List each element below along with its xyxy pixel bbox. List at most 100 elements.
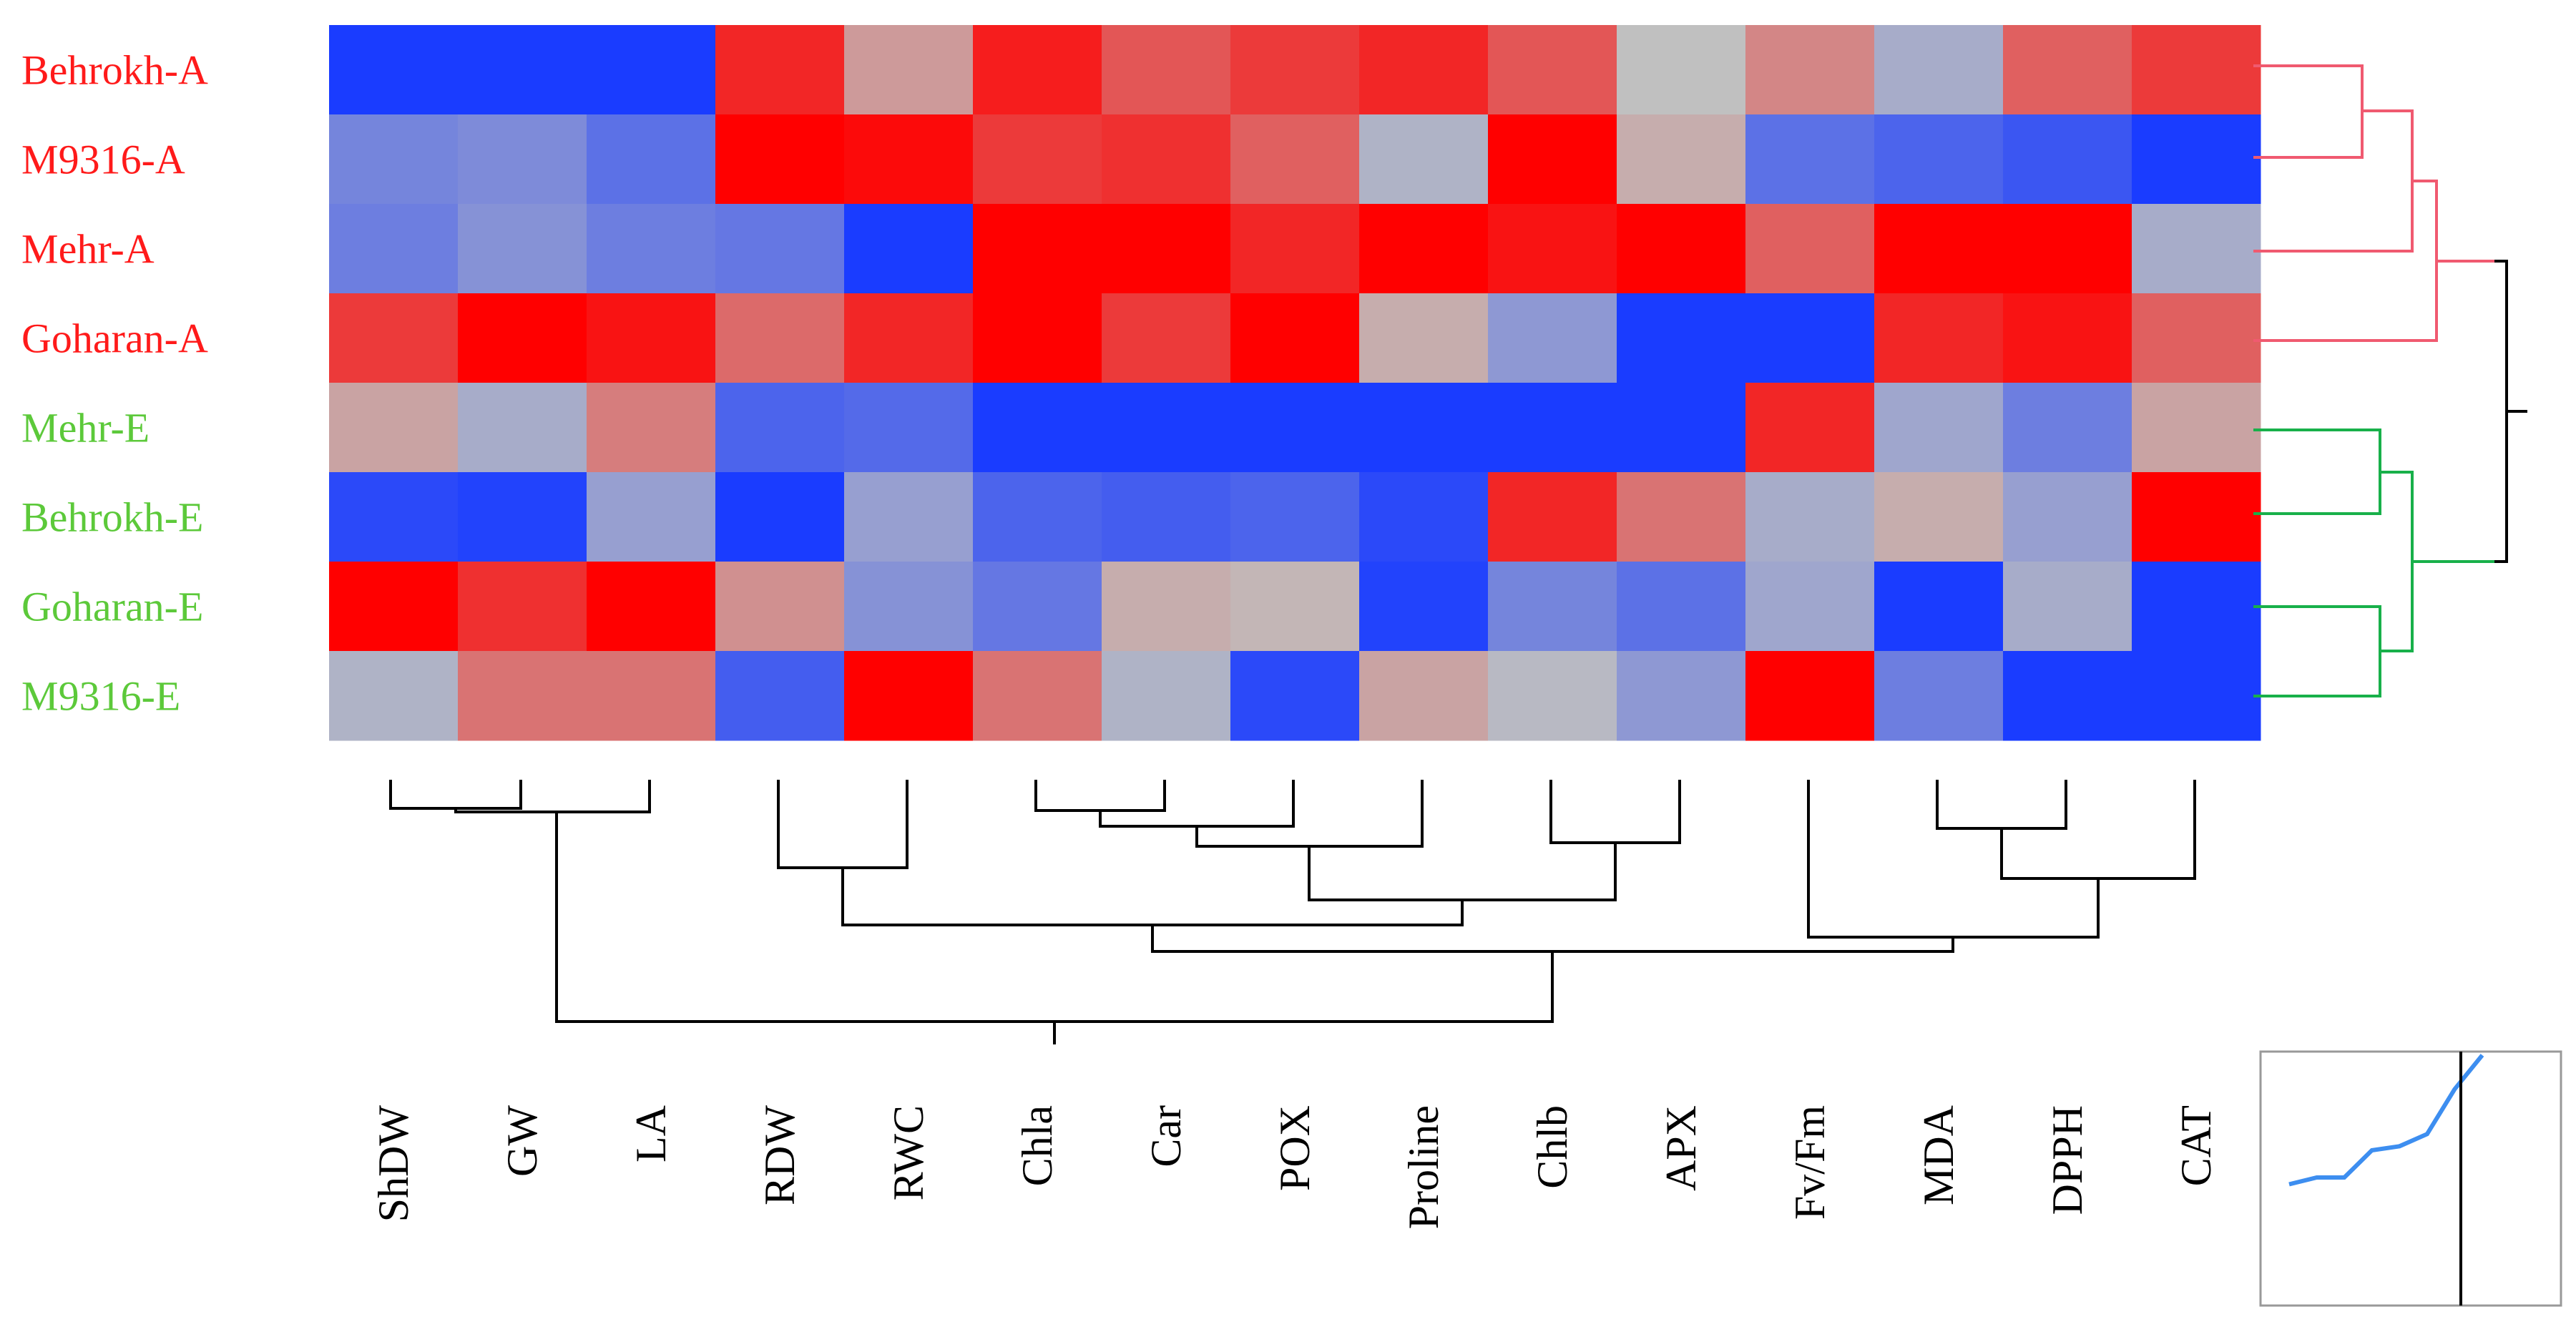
heatmap-cell (587, 472, 716, 562)
row-dendrogram-cluster-a (2253, 64, 2494, 342)
heatmap-cell (2003, 472, 2132, 562)
heatmap-cell (1102, 651, 1231, 741)
heatmap-cell (1102, 114, 1231, 205)
heatmap-cell (973, 293, 1102, 383)
column-label: APX (1657, 1105, 1705, 1191)
column-labels: ShDW GW LA RDW RWC Chla Car POX Proline Chlb APX Fv… (370, 1105, 2220, 1230)
heatmap-cell (587, 114, 716, 205)
heatmap-cell (715, 114, 845, 205)
color-key-frame (2259, 1050, 2562, 1307)
heatmap-cell (329, 204, 459, 294)
heatmap-cell (329, 383, 459, 473)
heatmap-cell (1102, 383, 1231, 473)
heatmap-cell (1359, 114, 1489, 205)
column-label: ShDW (370, 1105, 417, 1223)
heatmap-cell (1745, 25, 1875, 115)
heatmap-cell (1745, 472, 1875, 562)
dendro-link (841, 868, 1464, 926)
heatmap-cell (1359, 651, 1489, 741)
column-label: Proline (1400, 1105, 1447, 1229)
heatmap-cell (973, 472, 1102, 562)
column-label: CAT (2173, 1105, 2220, 1186)
row-dendrogram-root (2494, 260, 2527, 563)
column-label: DPPH (2044, 1105, 2091, 1215)
heatmap-cell (2003, 651, 2132, 741)
heatmap-cell (715, 293, 845, 383)
heatmap-cell (1488, 383, 1617, 473)
dendro-link (2253, 429, 2381, 515)
heatmap-cell (458, 25, 587, 115)
heatmap-cell (1617, 472, 1746, 562)
heatmap-cell (1230, 293, 1360, 383)
heatmap-cell (1359, 562, 1489, 652)
heatmap-cell (1874, 25, 2004, 115)
heatmap-cell (1488, 204, 1617, 294)
heatmap-cell (1359, 25, 1489, 115)
heatmap-cell (2003, 204, 2132, 294)
heatmap-cell (715, 562, 845, 652)
heatmap-cell (1488, 562, 1617, 652)
heatmap-cell (1102, 293, 1231, 383)
heatmap-cell (844, 472, 974, 562)
heatmap-cell (844, 383, 974, 473)
heatmap-cell (1230, 204, 1360, 294)
row-label: M9316-E (21, 673, 180, 720)
heatmap-cell (1874, 651, 2004, 741)
heatmap-cell (1617, 651, 1746, 741)
heatmap-cells (329, 25, 2261, 741)
heatmap-cell (973, 25, 1102, 115)
heatmap-cell (1230, 562, 1360, 652)
column-label: Chlb (1529, 1105, 1576, 1189)
dendro-link (1034, 780, 1166, 812)
dendro-link (2380, 471, 2414, 652)
row-labels: Behrokh-A M9316-A Mehr-A Goharan-A Mehr-E Beh… (21, 47, 208, 720)
dendro-link (2253, 109, 2414, 253)
column-label: Chla (1014, 1105, 1061, 1186)
heatmap-cell (458, 293, 587, 383)
dendro-link (1936, 780, 2067, 830)
heatmap-cell (1874, 472, 2004, 562)
heatmap-cell (1874, 293, 2004, 383)
dendro-link (1195, 780, 1424, 848)
heatmap-cell (1230, 114, 1360, 205)
color-key-line (2288, 1054, 2484, 1187)
heatmap-cell (2003, 562, 2132, 652)
heatmap-cell (1874, 114, 2004, 205)
heatmap-cell (715, 383, 845, 473)
heatmap-cell (1488, 114, 1617, 205)
heatmap-cell (1617, 562, 1746, 652)
heatmap-cell (329, 25, 459, 115)
heatmap-cell (715, 472, 845, 562)
heatmap-cell (329, 651, 459, 741)
heatmap-cell (1617, 25, 1746, 115)
heatmap-cell (2132, 383, 2261, 473)
heatmap-cell (715, 204, 845, 294)
heatmap-cell (2132, 204, 2261, 294)
heatmap-cell (329, 472, 459, 562)
column-label: RWC (885, 1105, 932, 1200)
heatmap-cell (2003, 114, 2132, 205)
heatmap-cell (1359, 293, 1489, 383)
column-label: RDW (756, 1105, 803, 1205)
heatmap-cell (329, 114, 459, 205)
heatmap-cell (973, 383, 1102, 473)
heatmap-cell (458, 651, 587, 741)
heatmap-cell (1359, 204, 1489, 294)
heatmap-cell (2132, 651, 2261, 741)
row-label: Goharan-A (21, 315, 208, 362)
heatmap-cell (1359, 472, 1489, 562)
heatmap-cell (1230, 25, 1360, 115)
heatmap-cell (2132, 25, 2261, 115)
dendro-link (555, 812, 1554, 1023)
heatmap-cell (329, 562, 459, 652)
column-label: MDA (1915, 1105, 1962, 1205)
heatmap-cell (587, 651, 716, 741)
column-label: LA (627, 1105, 675, 1162)
heatmap-cell (1102, 204, 1231, 294)
heatmap-cell (2132, 562, 2261, 652)
heatmap-cell (1745, 293, 1875, 383)
row-label: Behrokh-E (21, 494, 204, 541)
heatmap-cell (1745, 204, 1875, 294)
heatmap-cell (2003, 383, 2132, 473)
column-label: Car (1142, 1105, 1190, 1167)
